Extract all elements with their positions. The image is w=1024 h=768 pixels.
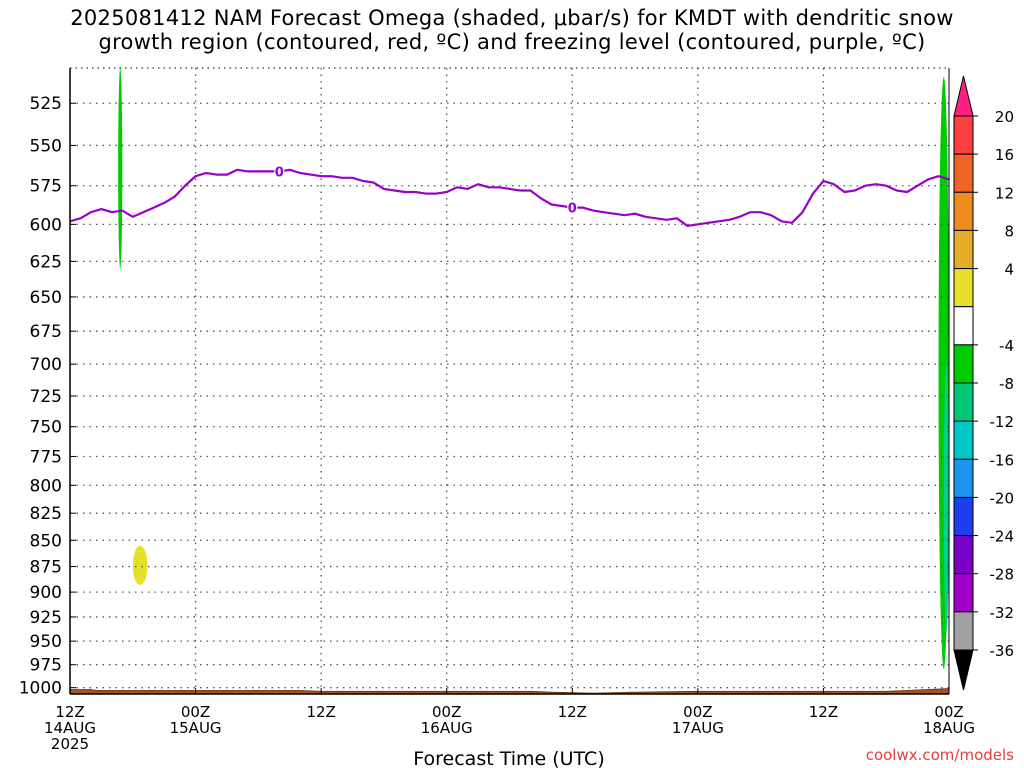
grid-layer <box>70 68 949 694</box>
freezing-label-bg-20 <box>274 164 285 179</box>
y-tick-label-600: 600 <box>30 215 62 235</box>
y-tick-label-975: 975 <box>30 656 62 676</box>
plot-frame <box>69 67 950 695</box>
colorbar: 20 16 12 8 4 -4 -8 -12 -16 -20 -24 -28 -32 -36 <box>953 75 1015 691</box>
colorbar-box-5 <box>953 306 974 346</box>
x-tick-label-12-0: 00Z <box>181 703 210 721</box>
colorbar-top-arrow <box>953 75 974 117</box>
colorbar-label-3: 8 <box>1004 222 1014 240</box>
y-tick-label-725: 725 <box>30 387 62 407</box>
credit-text: coolwx.com/models <box>866 746 1014 764</box>
colorbar-box-4 <box>953 268 974 308</box>
colorbar-box-2 <box>953 191 974 231</box>
chart-title: 2025081412 NAM Forecast Omega (shaded, μ… <box>0 6 1024 54</box>
colorbar-box-1 <box>953 153 974 193</box>
x-tick-label-36-0: 00Z <box>432 703 461 721</box>
chart-title-line-2: growth region (contoured, red, ºC) and f… <box>98 30 926 54</box>
omega-shading-layer <box>118 67 950 670</box>
colorbar-box-11 <box>953 535 974 575</box>
y-tick-label-875: 875 <box>30 558 62 578</box>
x-tick-label-84-0: 00Z <box>934 703 963 721</box>
colorbar-label-2: 12 <box>995 184 1014 202</box>
y-tick-label-850: 850 <box>30 531 62 551</box>
colorbar-box-3 <box>953 229 974 270</box>
colorbar-label-13: -36 <box>990 642 1015 660</box>
freezing-contour-label-20: 0 <box>275 165 284 180</box>
colorbar-box-0 <box>953 115 974 155</box>
colorbar-label-5: -4 <box>999 337 1014 355</box>
y-tick-label-700: 700 <box>30 355 62 375</box>
y-tick-label-625: 625 <box>30 252 62 272</box>
y-tick-label-925: 925 <box>30 608 62 628</box>
freezing-level-line <box>69 168 950 227</box>
y-tick-label-675: 675 <box>30 322 62 342</box>
terrain-layer <box>69 688 950 695</box>
colorbar-box-13 <box>953 611 974 651</box>
freezing-contour-label-48: 0 <box>568 202 577 217</box>
omega-shade-3 <box>943 364 949 632</box>
colorbar-label-12: -32 <box>990 604 1015 622</box>
y-tick-label-750: 750 <box>30 418 62 438</box>
y-tick-label-775: 775 <box>30 447 62 467</box>
x-tick-label-60-0: 00Z <box>683 703 712 721</box>
x-tick-label-24-0: 12Z <box>306 703 335 721</box>
omega-shade-1 <box>132 545 148 586</box>
colorbar-label-8: -16 <box>990 451 1015 469</box>
y-tick-label-950: 950 <box>30 632 62 652</box>
colorbar-box-12 <box>953 573 974 613</box>
y-tick-label-800: 800 <box>30 476 62 496</box>
x-tick-label-12-1: 15AUG <box>170 719 222 737</box>
x-tick-label-60-1: 17AUG <box>672 719 724 737</box>
omega-shade-0 <box>118 67 123 269</box>
colorbar-box-8 <box>953 420 974 460</box>
x-tick-label-72-0: 12Z <box>809 703 838 721</box>
colorbar-label-6: -8 <box>999 375 1014 393</box>
x-tick-label-0-1: 14AUG <box>44 719 96 737</box>
freezing-level-layer: 00 <box>69 164 950 227</box>
colorbar-label-7: -12 <box>990 413 1015 431</box>
chart-title-line-1: 2025081412 NAM Forecast Omega (shaded, μ… <box>70 6 954 30</box>
colorbar-label-9: -20 <box>990 489 1015 507</box>
x-axis-title: Forecast Time (UTC) <box>413 748 604 768</box>
x-tick-label-84-1: 18AUG <box>923 719 975 737</box>
colorbar-box-9 <box>953 458 974 498</box>
y-tick-label-550: 550 <box>30 136 62 156</box>
colorbar-label-4: 4 <box>1004 261 1014 279</box>
colorbar-box-7 <box>953 382 974 422</box>
colorbar-box-10 <box>953 496 974 537</box>
y-tick-label-1000: 1000 <box>19 679 62 699</box>
freezing-label-bg-48 <box>567 200 578 215</box>
colorbar-label-1: 16 <box>995 146 1014 164</box>
colorbar-box-6 <box>953 344 974 384</box>
x-tick-label-0-0: 12Z <box>55 703 84 721</box>
y-tick-label-900: 900 <box>30 583 62 603</box>
x-tick-label-36-1: 16AUG <box>421 719 473 737</box>
terrain-fill <box>69 688 950 695</box>
y-tick-label-575: 575 <box>30 177 62 197</box>
y-tick-label-825: 825 <box>30 504 62 524</box>
colorbar-label-0: 20 <box>995 108 1014 126</box>
x-tick-label-48-0: 12Z <box>558 703 587 721</box>
x-tick-label-0-2: 2025 <box>51 735 89 753</box>
colorbar-bottom-arrow <box>953 649 974 691</box>
y-tick-label-525: 525 <box>30 94 62 114</box>
colorbar-label-10: -24 <box>990 528 1015 546</box>
colorbar-label-11: -28 <box>990 566 1015 584</box>
y-tick-label-650: 650 <box>30 288 62 308</box>
y-axis: 525 550 575 600 625 650 675 700 725 750 775 800 825 8… <box>19 94 76 699</box>
